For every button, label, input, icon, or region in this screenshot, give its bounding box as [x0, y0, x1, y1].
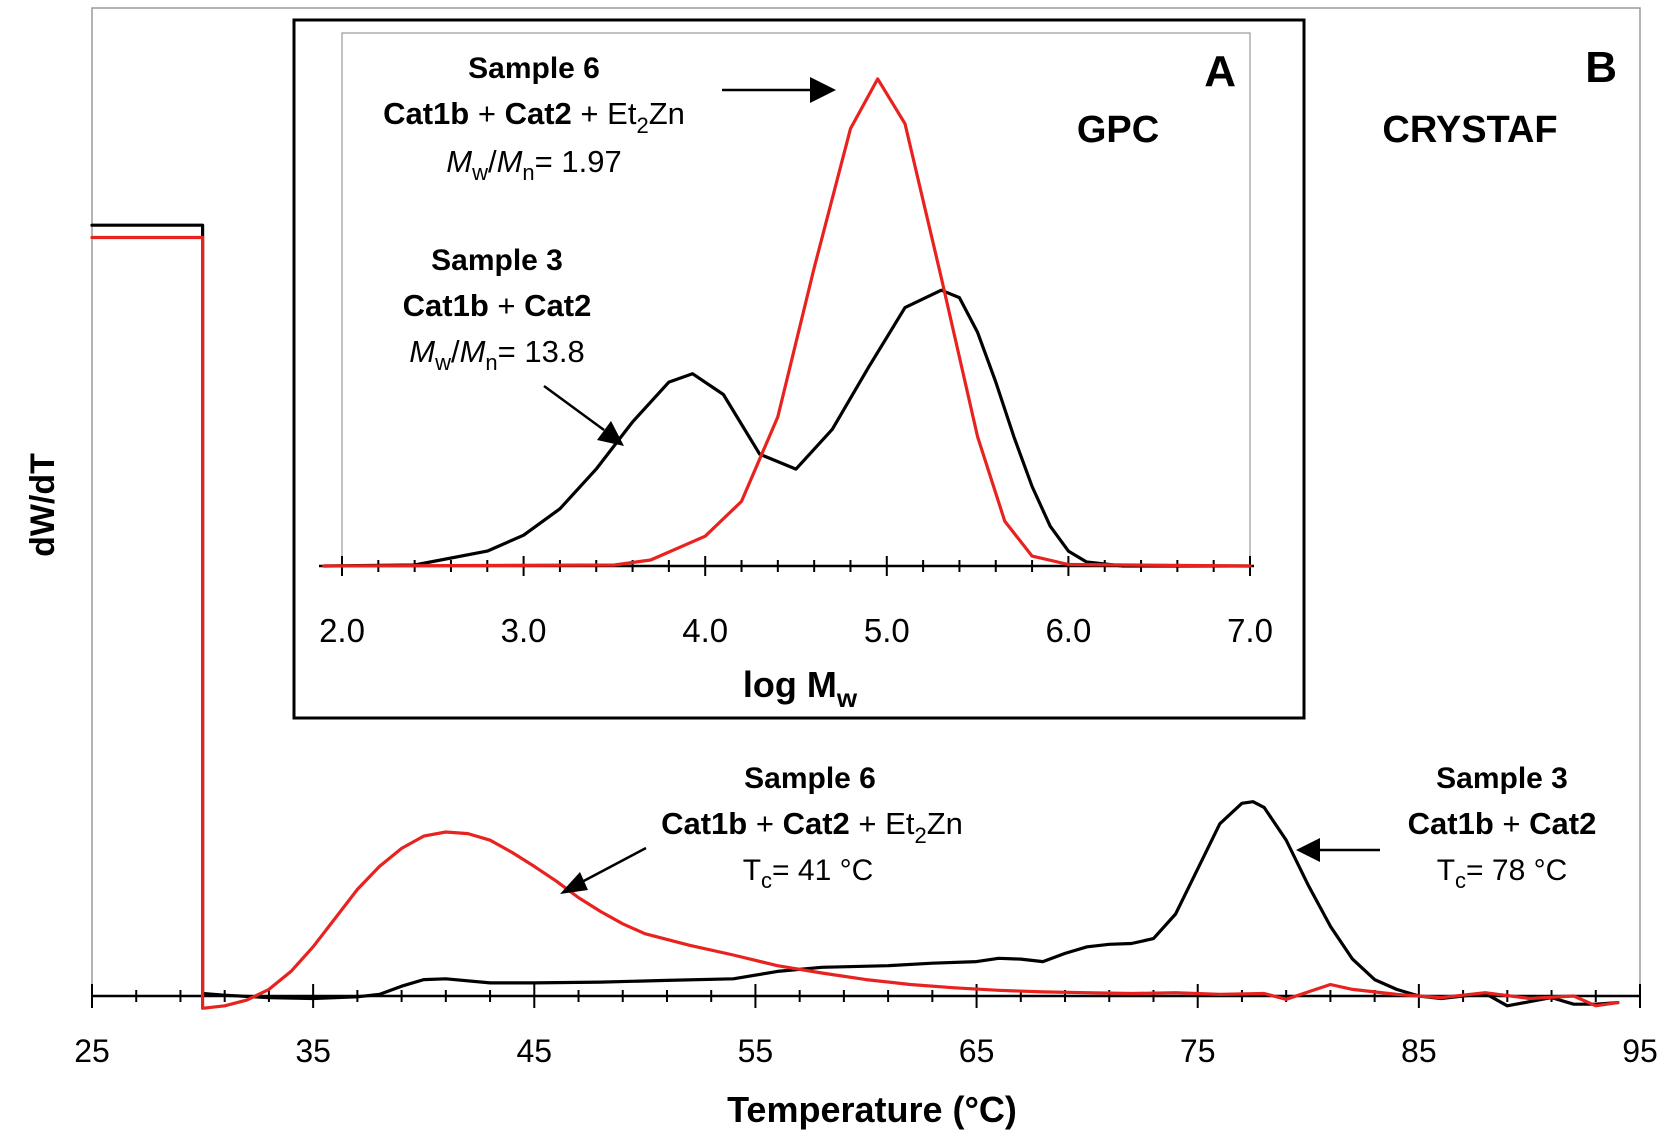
a-s3-arrowhead: [597, 421, 624, 446]
panel-b-annotation-sample6: Sample 6 Cat1b + Cat2 + Et2Zn Tc= 41 °C: [560, 762, 963, 894]
panel-a-series: [322, 77, 1252, 568]
panel-a-tick-label: 6.0: [1045, 612, 1091, 649]
panel-b-tick-label: 85: [1401, 1033, 1437, 1069]
a-s6-catalysts: Cat1b + Cat2 + Et2Zn: [383, 96, 685, 138]
b-s3-tc: Tc= 78 °C: [1437, 854, 1568, 893]
panel-a-title: GPC: [1077, 109, 1159, 151]
panel-b-tick-label: 65: [959, 1033, 995, 1069]
panel-a-tick-label: 7.0: [1227, 612, 1273, 649]
panel-b-x-tick-labels: 25 35 45 55 65 75 85 95: [74, 1033, 1658, 1069]
a-s3-catalysts: Cat1b + Cat2: [403, 288, 592, 323]
panel-b-tick-label: 55: [738, 1033, 774, 1069]
a-s6-dispersity: Mw/Mn= 1.97: [446, 144, 621, 185]
panel-a-annotation-sample6: Sample 6 Cat1b + Cat2 + Et2Zn Mw/Mn= 1.9…: [383, 52, 836, 185]
a-s6-arrowhead: [810, 77, 836, 103]
panel-a-outer-frame: [292, 18, 1306, 720]
panel-b-tick-label: 35: [295, 1033, 331, 1069]
panel-a-tick-label: 2.0: [319, 612, 365, 649]
panel-a-annotation-sample3: Sample 3 Cat1b + Cat2 Mw/Mn= 13.8: [403, 244, 624, 446]
b-s6-tc: Tc= 41 °C: [743, 854, 874, 893]
a-s6-name: Sample 6: [468, 52, 600, 85]
panel-b-annotation-sample3: Sample 3 Cat1b + Cat2 Tc= 78 °C: [1296, 762, 1596, 893]
panel-a-series-sample3: [322, 288, 1252, 568]
panel-b-tick-label: 25: [74, 1033, 110, 1069]
panel-b-series-sample6: [90, 235, 1620, 1010]
a-s3-dispersity: Mw/Mn= 13.8: [409, 334, 584, 375]
panel-b-tick-label: 45: [516, 1033, 552, 1069]
panel-a-series-sample6: [322, 77, 1252, 568]
b-s6-name: Sample 6: [744, 762, 876, 795]
panel-a-letter: A: [1204, 47, 1236, 96]
b-s6-arrowhead: [560, 872, 588, 894]
b-s3-catalysts: Cat1b + Cat2: [1408, 806, 1597, 841]
a-s3-arrow-line: [543, 384, 605, 432]
panel-b-title: CRYSTAF: [1382, 109, 1557, 151]
panel-a-x-tick-labels: 2.0 3.0 4.0 5.0 6.0 7.0: [319, 612, 1273, 649]
panel-b-tick-label: 75: [1180, 1033, 1216, 1069]
b-s3-name: Sample 3: [1436, 762, 1568, 795]
a-s3-name: Sample 3: [431, 244, 563, 277]
panel-b: 25 35 45 55 65 75 85 95 Temperature (°C) dW/dT …: [24, 7, 1658, 1130]
b-s6-arrow-line: [577, 846, 647, 886]
panel-a-x-axis-label: log Mw: [743, 664, 858, 713]
b-s3-arrowhead: [1296, 838, 1320, 862]
panel-a-tick-label: 3.0: [501, 612, 547, 649]
panel-b-x-axis-label: Temperature (°C): [727, 1089, 1017, 1130]
b-s6-catalysts: Cat1b + Cat2 + Et2Zn: [661, 806, 963, 848]
panel-b-series: [90, 223, 1620, 1010]
panel-b-y-axis-label: dW/dT: [24, 453, 62, 557]
panel-a-inset: 2.0 3.0 4.0 5.0 6.0 7.0 log Mw A GPC Sample 6…: [292, 18, 1306, 720]
panel-b-tick-label: 95: [1622, 1033, 1658, 1069]
panel-a-tick-label: 4.0: [682, 612, 728, 649]
panel-a-tick-label: 5.0: [864, 612, 910, 649]
panel-b-letter: B: [1585, 43, 1617, 92]
